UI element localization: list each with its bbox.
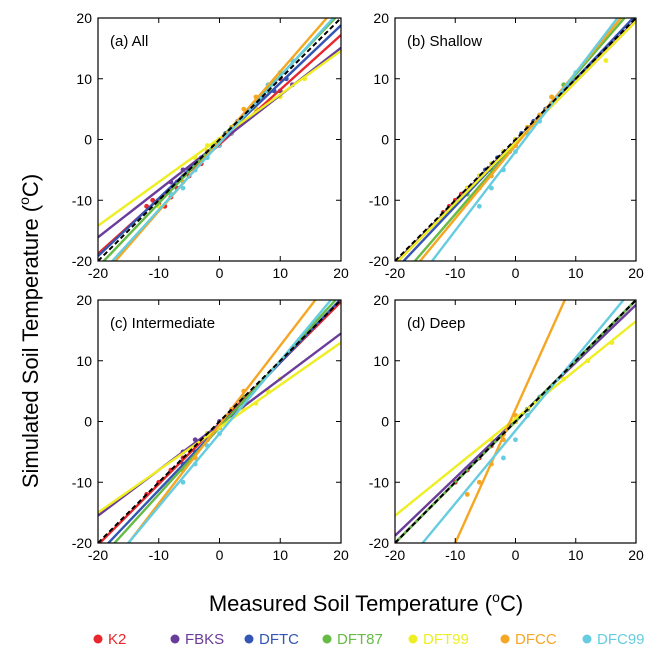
y-tick-label: -10 <box>369 474 389 490</box>
legend-marker-k2 <box>93 634 103 644</box>
legend-marker-dfcc <box>500 634 510 644</box>
x-axis-title: Measured Soil Temperature (oC) <box>209 589 523 616</box>
fit-line-dfc99 <box>126 300 333 543</box>
legend: K2 FBKS DFTC DFT87 DFT99 DFCC DFC99 <box>93 631 645 648</box>
x-tick-label: -10 <box>149 265 169 281</box>
panel-3: -20 -10 0 10 20 -20 -10 0 10 20 (c) Intermediate <box>72 292 349 563</box>
panel-1: -20 -10 0 10 20 -20 -10 0 10 20 (a) All <box>72 10 349 281</box>
panel-title: (b) Shallow <box>407 33 482 50</box>
x-tick-label: 10 <box>568 547 584 563</box>
x-tick-label: 10 <box>568 265 584 281</box>
x-tick-label: 0 <box>512 547 520 563</box>
one-to-one-line <box>98 300 341 543</box>
x-tick-label: -10 <box>445 265 465 281</box>
y-tick-label: -20 <box>72 535 92 551</box>
panel-title: (c) Intermediate <box>110 315 215 332</box>
x-tick-label: 0 <box>216 547 224 563</box>
point-dfc99 <box>501 455 506 461</box>
panel-4: -20 -10 0 10 20 -20 -10 0 10 20 (d) Deep <box>369 292 644 563</box>
plot-area <box>98 300 341 543</box>
panel-title: (d) Deep <box>407 315 465 332</box>
legend-label-dft87: DFT87 <box>337 631 383 648</box>
y-axis-title: Simulated Soil Temperature (oC) <box>16 174 43 488</box>
x-tick-label: 20 <box>628 547 644 563</box>
y-tick-label: 20 <box>373 10 389 26</box>
x-tick-label: 20 <box>333 265 349 281</box>
plot-area <box>395 300 636 543</box>
y-tick-label: -10 <box>72 192 92 208</box>
y-tick-label: 20 <box>76 292 92 308</box>
panels: -20 -10 0 10 20 -20 -10 0 10 20 (a) All -20 -10 0 10 20… <box>72 10 644 563</box>
x-tick-label: 10 <box>272 547 288 563</box>
y-tick-label: 10 <box>373 71 389 87</box>
legend-marker-dft99 <box>408 634 418 644</box>
fit-line-dfc99 <box>430 18 619 261</box>
fit-line-dfc99 <box>110 18 335 261</box>
y-tick-label: -10 <box>369 192 389 208</box>
legend-label-dfc99: DFC99 <box>597 631 645 648</box>
fit-line-dft99 <box>396 20 636 261</box>
x-tick-label: -20 <box>385 547 405 563</box>
x-tick-label: -10 <box>149 547 169 563</box>
fit-line-dfc99 <box>421 300 626 543</box>
y-tick-label: 10 <box>76 353 92 369</box>
legend-label-k2: K2 <box>108 631 126 648</box>
plot-area <box>395 18 636 261</box>
plot-area <box>98 18 341 261</box>
x-tick-label: 0 <box>216 265 224 281</box>
fit-line-dfcc <box>418 18 623 261</box>
y-tick-label: 10 <box>373 353 389 369</box>
x-tick-label: -20 <box>88 265 108 281</box>
y-tick-label: 0 <box>84 414 92 430</box>
point-dft99 <box>603 58 609 63</box>
fit-line-dft99 <box>395 320 636 517</box>
one-to-one-line <box>395 18 636 261</box>
legend-marker-dft87 <box>322 634 332 644</box>
x-tick-label: 0 <box>512 265 520 281</box>
legend-label-dfcc: DFCC <box>515 631 557 648</box>
point-dfc99 <box>513 437 518 443</box>
y-tick-label: 20 <box>76 10 92 26</box>
y-tick-label: 0 <box>84 132 92 148</box>
fit-line-dft99 <box>98 341 341 514</box>
point-dfcc <box>476 479 482 485</box>
point-dfcc <box>549 94 555 100</box>
y-tick-label: 20 <box>373 292 389 308</box>
point-dfcc <box>464 492 470 497</box>
x-tick-label: 20 <box>333 547 349 563</box>
y-tick-label: 10 <box>76 71 92 87</box>
x-tick-label: 10 <box>272 265 288 281</box>
point-dfc99 <box>180 479 186 485</box>
legend-marker-dfc99 <box>582 634 592 644</box>
y-tick-label: -10 <box>72 474 92 490</box>
point-dfc99 <box>476 203 482 209</box>
x-tick-label: -20 <box>88 547 108 563</box>
legend-marker-fbks <box>170 634 180 644</box>
y-tick-label: 0 <box>381 132 389 148</box>
y-tick-label: -20 <box>72 253 92 269</box>
panel-2: -20 -10 0 10 20 -20 -10 0 10 20 (b) Shallow <box>369 10 644 281</box>
legend-label-dftc: DFTC <box>259 631 299 648</box>
x-tick-label: -20 <box>385 265 405 281</box>
legend-marker-dftc <box>244 634 254 644</box>
point-dfc99 <box>180 185 186 191</box>
legend-label-fbks: FBKS <box>185 631 224 648</box>
one-to-one-line <box>98 18 341 261</box>
legend-label-dft99: DFT99 <box>423 631 469 648</box>
y-tick-label: -20 <box>369 535 389 551</box>
panel-title: (a) All <box>110 33 148 50</box>
fit-line-dfcc <box>453 300 567 543</box>
x-tick-label: -10 <box>445 547 465 563</box>
point-dfc99 <box>489 185 494 191</box>
fit-line-dfcc <box>113 18 329 261</box>
y-tick-label: -20 <box>369 253 389 269</box>
x-tick-label: 20 <box>628 265 644 281</box>
one-to-one-line <box>395 300 636 543</box>
y-tick-label: 0 <box>381 414 389 430</box>
